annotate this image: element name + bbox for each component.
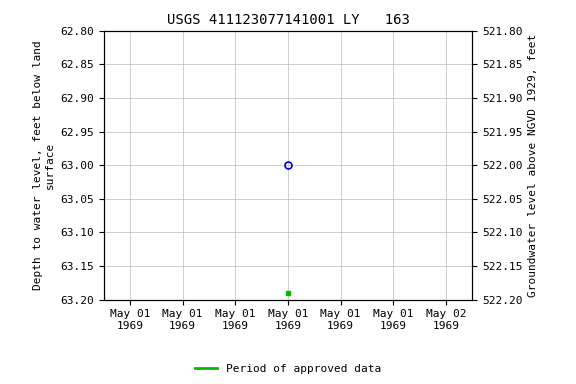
Y-axis label: Groundwater level above NGVD 1929, feet: Groundwater level above NGVD 1929, feet <box>528 33 538 297</box>
Y-axis label: Depth to water level, feet below land
surface: Depth to water level, feet below land su… <box>33 40 55 290</box>
Legend: Period of approved data: Period of approved data <box>191 359 385 379</box>
Title: USGS 411123077141001 LY   163: USGS 411123077141001 LY 163 <box>166 13 410 27</box>
